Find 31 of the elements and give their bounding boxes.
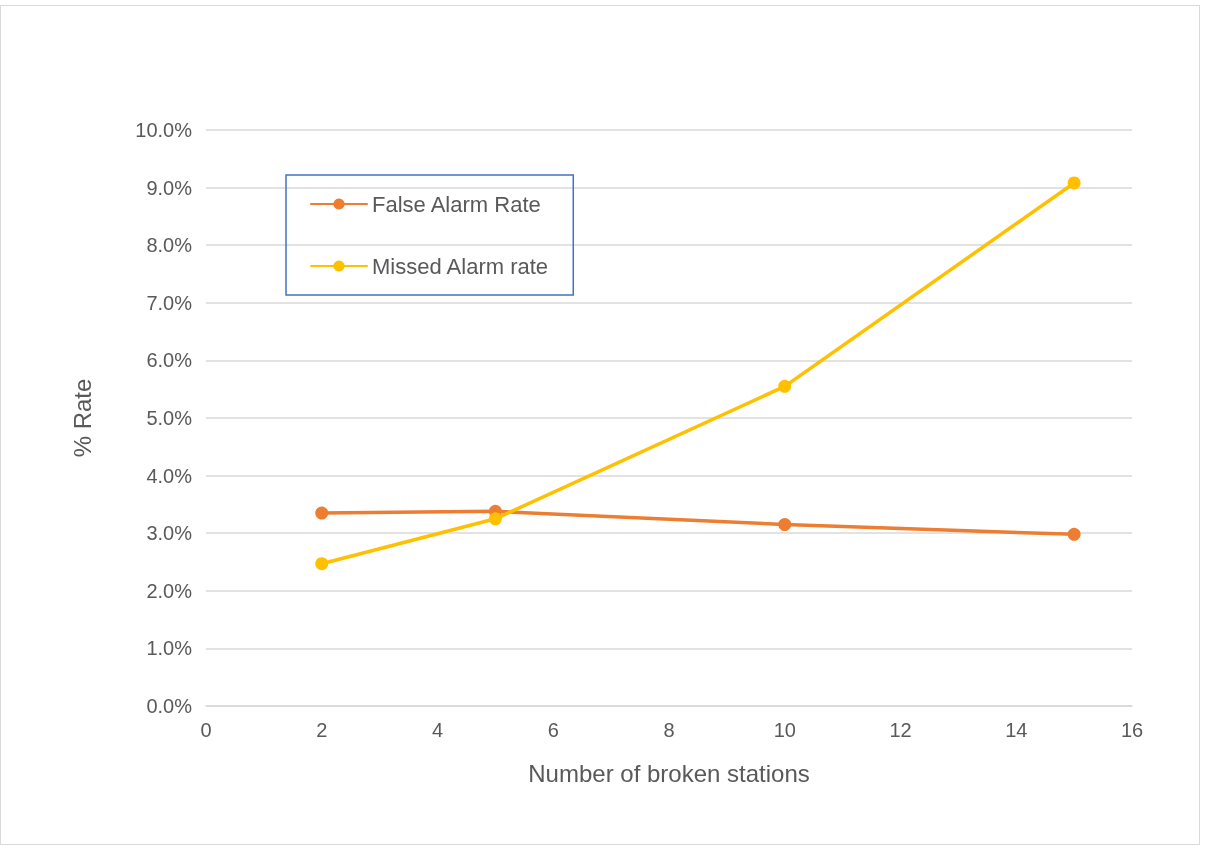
y-tick-label: 10.0% (135, 119, 193, 141)
point (315, 506, 329, 520)
x-tick-label: 16 (1120, 719, 1144, 741)
y-axis-title: % Rate (68, 378, 96, 458)
legend-label: False Alarm Rate (372, 191, 541, 217)
y-tick-label: 1.0% (146, 637, 193, 660)
x-tick-label: 6 (547, 719, 559, 741)
point (1067, 527, 1081, 541)
y-tick-label: 8.0% (146, 234, 193, 257)
y-tick-label: 5.0% (146, 407, 193, 429)
x-axis-title: Number of broken stations (528, 759, 810, 787)
x-tick-label: 10 (773, 719, 796, 741)
y-tick-label: 2.0% (146, 579, 193, 602)
y-tick-label: 4.0% (146, 464, 193, 487)
x-tick-label: 8 (663, 719, 675, 741)
y-tick-label: 7.0% (146, 291, 193, 314)
x-tick-label: 2 (316, 719, 328, 741)
x-tick-label: 0 (200, 719, 212, 741)
y-tick-label: 3.0% (146, 522, 193, 545)
y-tick-label: 6.0% (146, 349, 193, 372)
point (778, 518, 792, 532)
y-tick-label: 9.0% (146, 176, 193, 199)
point (1067, 176, 1081, 190)
x-tick-label: 12 (889, 719, 912, 741)
legend-label: Missed Alarm rate (372, 253, 549, 279)
x-tick-label: 4 (431, 719, 444, 741)
x-tick-label: 14 (1005, 719, 1028, 741)
point (488, 512, 502, 526)
point (778, 379, 792, 393)
y-tick-label: 0.0% (146, 695, 193, 717)
point (315, 557, 329, 571)
